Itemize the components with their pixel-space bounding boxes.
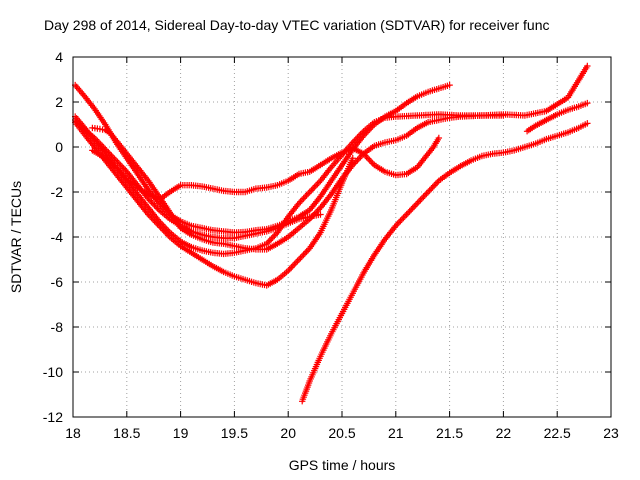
- data-point: [584, 99, 591, 107]
- x-tick-label: 19: [173, 425, 189, 441]
- data-point: [435, 134, 443, 142]
- data-point: [73, 118, 80, 125]
- y-tick-label: 2: [55, 94, 63, 110]
- x-tick-label: 22.5: [544, 425, 571, 441]
- y-axis-label: SDTVAR / TECUs: [8, 181, 24, 293]
- data-point: [74, 119, 82, 127]
- data-point: [76, 121, 83, 128]
- data-point: [584, 62, 591, 70]
- x-tick-label: 22: [496, 425, 512, 441]
- data-point: [349, 155, 356, 162]
- data-point: [77, 122, 85, 130]
- x-tick-label: 23: [603, 425, 619, 441]
- x-tick-label: 20.5: [328, 425, 355, 441]
- grid: [73, 57, 611, 417]
- data-point: [79, 124, 86, 131]
- series-h: [523, 99, 591, 135]
- x-tick-label: 18.5: [113, 425, 140, 441]
- data-point: [317, 211, 324, 218]
- y-tick-label: 4: [55, 49, 63, 65]
- y-tick-label: -4: [51, 229, 64, 245]
- x-tick-label: 21: [388, 425, 404, 441]
- y-tick-label: -12: [43, 409, 63, 425]
- data-point: [500, 112, 507, 119]
- series-f: [89, 134, 443, 204]
- y-tick-label: 0: [55, 139, 63, 155]
- x-tick-label: 20: [280, 425, 296, 441]
- x-axis-label: GPS time / hours: [289, 457, 396, 473]
- y-tick-label: -2: [51, 184, 64, 200]
- data-point: [446, 81, 453, 89]
- y-tick-label: -6: [51, 274, 64, 290]
- series-e: [89, 112, 507, 253]
- x-tick-label: 18: [65, 425, 81, 441]
- data-series: [72, 62, 591, 405]
- y-tick-label: -10: [43, 364, 63, 380]
- x-tick-label: 19.5: [221, 425, 248, 441]
- series-g: [299, 120, 591, 405]
- x-tick-label: 21.5: [436, 425, 463, 441]
- chart-title: Day 298 of 2014, Sidereal Day-to-day VTE…: [44, 17, 550, 33]
- y-tick-label: -8: [51, 319, 64, 335]
- data-point: [584, 120, 591, 127]
- axis-ticks: 18 18.5 19 19.5 20 20.5 21 21.5 22 22.5 23420-2-4-…: [43, 49, 619, 441]
